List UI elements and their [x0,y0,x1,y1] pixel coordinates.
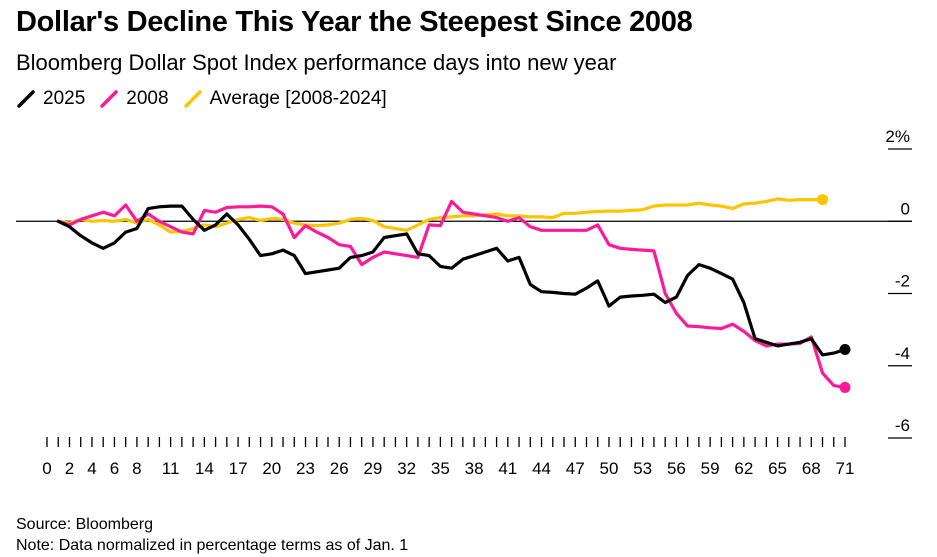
data-note: Note: Data normalized in percentage term… [16,537,409,554]
x-tick-label: 41 [498,459,517,478]
x-tick-label: 65 [768,459,787,478]
legend-swatch-2008-icon [100,90,119,108]
y-tick-label: 2% [885,127,910,146]
x-tick-label: 23 [296,459,315,478]
x-tick-label: 26 [330,459,349,478]
legend-label-2025: 2025 [43,88,86,109]
legend-item-2008: 2008 [99,88,169,110]
legend-label-average: Average [2008-2024] [209,88,387,109]
x-tick-label: 11 [162,459,180,478]
x-tick-label: 6 [110,459,119,478]
chart-footer: Source: Bloomberg Note: Data normalized … [16,514,408,556]
chart-title: Dollar's Decline This Year the Steepest … [16,6,693,38]
x-tick-label: 20 [262,459,281,478]
x-tick-label: 50 [600,459,619,478]
x-tick-label: 0 [42,459,51,478]
x-tick-label: 32 [397,459,416,478]
x-tick-label: 68 [802,459,821,478]
series-end-point-2025 [839,343,851,355]
y-tick-label: 0 [901,199,910,218]
x-tick-label: 29 [363,459,382,478]
legend-swatch-2025-icon [17,90,35,108]
series-end-point-average-2008-2024 [817,194,829,206]
y-tick-label: -6 [895,416,910,435]
x-tick-label: 59 [701,459,720,478]
legend: 2025 2008 Average [2008-2024] [16,88,387,110]
x-tick-label: 71 [836,459,855,478]
x-tick-label: 8 [132,459,141,478]
series-line-2008 [56,199,847,389]
x-tick-label: 44 [532,459,551,478]
y-tick-label: -4 [895,344,910,363]
series-end-point-2008 [839,381,851,393]
series-line-average-2008-2024 [56,197,825,234]
source-note: Source: Bloomberg [16,516,153,533]
x-tick-label: 17 [229,459,248,478]
x-tick-label: 38 [465,459,484,478]
y-tick-label: -2 [895,272,910,291]
x-tick-label: 47 [566,459,585,478]
x-tick-label: 4 [87,459,96,478]
x-tick-label: 53 [633,459,652,478]
chart-subtitle: Bloomberg Dollar Spot Index performance … [16,50,617,75]
legend-swatch-average-icon [183,90,202,108]
x-tick-label: 62 [734,459,753,478]
x-tick-label: 35 [431,459,450,478]
x-tick-label: 2 [65,459,74,478]
legend-item-average: Average [2008-2024] [183,88,387,110]
x-tick-label: 56 [667,459,686,478]
legend-item-2025: 2025 [16,88,85,110]
x-tick-label: 14 [195,459,214,478]
series-line-2025 [56,204,847,357]
legend-label-2008: 2008 [126,88,169,109]
